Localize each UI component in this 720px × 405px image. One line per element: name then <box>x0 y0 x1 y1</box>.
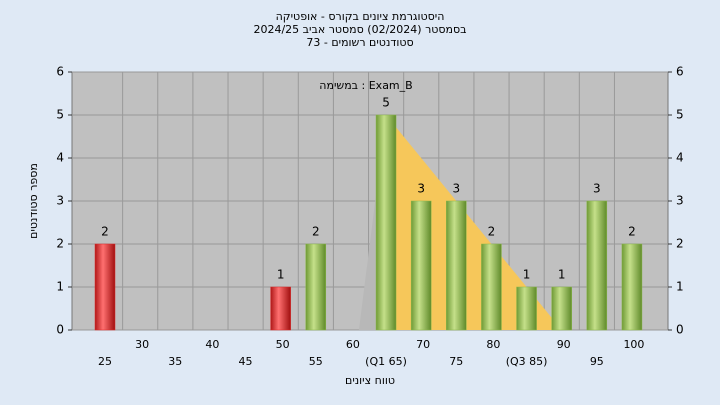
bar <box>551 286 572 331</box>
y-axis-label: מספר סטודנטים <box>27 163 40 239</box>
y-tick-label: 2 <box>56 237 64 251</box>
value-label: 2 <box>312 225 320 239</box>
y-tick-label: 4 <box>56 151 64 165</box>
x-tick-label: 50 <box>276 338 290 351</box>
title-line: בסמסטר (02/2024) סמסטר אביב 2024/25 <box>253 23 466 36</box>
x-tick-label: 100 <box>623 338 644 351</box>
y-tick-label: 1 <box>56 280 64 294</box>
x-tick-label: (Q3 85) <box>506 355 548 368</box>
x-tick-label: 35 <box>168 355 182 368</box>
value-label: 5 <box>382 96 390 110</box>
value-label: 3 <box>593 182 601 196</box>
value-label: 3 <box>417 182 425 196</box>
bar <box>446 200 467 331</box>
y-tick-label: 6 <box>56 65 64 79</box>
value-label: 1 <box>558 268 566 282</box>
bar <box>621 243 643 331</box>
x-tick-label: 80 <box>486 338 500 351</box>
value-label: 2 <box>101 225 109 239</box>
x-tick-label: 45 <box>239 355 253 368</box>
x-tick-label: 30 <box>135 338 149 351</box>
bar <box>516 286 537 331</box>
value-label: 1 <box>523 268 531 282</box>
x-tick-label: 75 <box>449 355 463 368</box>
value-label: 2 <box>628 225 636 239</box>
y-tick-label-right: 3 <box>676 194 684 208</box>
y-tick-label-right: 4 <box>676 151 684 165</box>
annotation: במשימה : Exam_B <box>319 79 412 92</box>
title-line: היסטוגרמת ציונים בקורס - אופטיקה <box>276 10 445 23</box>
y-tick-label: 3 <box>56 194 64 208</box>
bar <box>481 243 502 331</box>
bar <box>375 114 397 331</box>
y-tick-label-right: 5 <box>676 108 684 122</box>
bar <box>270 286 291 331</box>
y-tick-label-right: 6 <box>676 65 684 79</box>
y-tick-label-right: 2 <box>676 237 684 251</box>
bar <box>410 200 432 331</box>
x-tick-label: 55 <box>309 355 323 368</box>
value-label: 3 <box>452 182 460 196</box>
x-tick-label: 60 <box>346 338 360 351</box>
title-line: סטודנטים רשומים - 73 <box>306 36 413 49</box>
y-tick-label-right: 1 <box>676 280 684 294</box>
x-tick-label: 95 <box>590 355 604 368</box>
value-label: 1 <box>277 268 285 282</box>
x-tick-label: 90 <box>557 338 571 351</box>
value-label: 2 <box>488 225 496 239</box>
bar <box>305 243 327 331</box>
bar <box>94 243 116 331</box>
x-tick-label: 40 <box>205 338 219 351</box>
bar <box>586 200 608 331</box>
x-tick-label: 25 <box>98 355 112 368</box>
x-axis-label: טווח ציונים <box>345 374 395 387</box>
y-tick-label: 5 <box>56 108 64 122</box>
y-tick-label-right: 0 <box>676 323 684 337</box>
x-tick-label: 70 <box>416 338 430 351</box>
x-tick-label: (Q1 65) <box>365 355 407 368</box>
y-tick-label: 0 <box>56 323 64 337</box>
